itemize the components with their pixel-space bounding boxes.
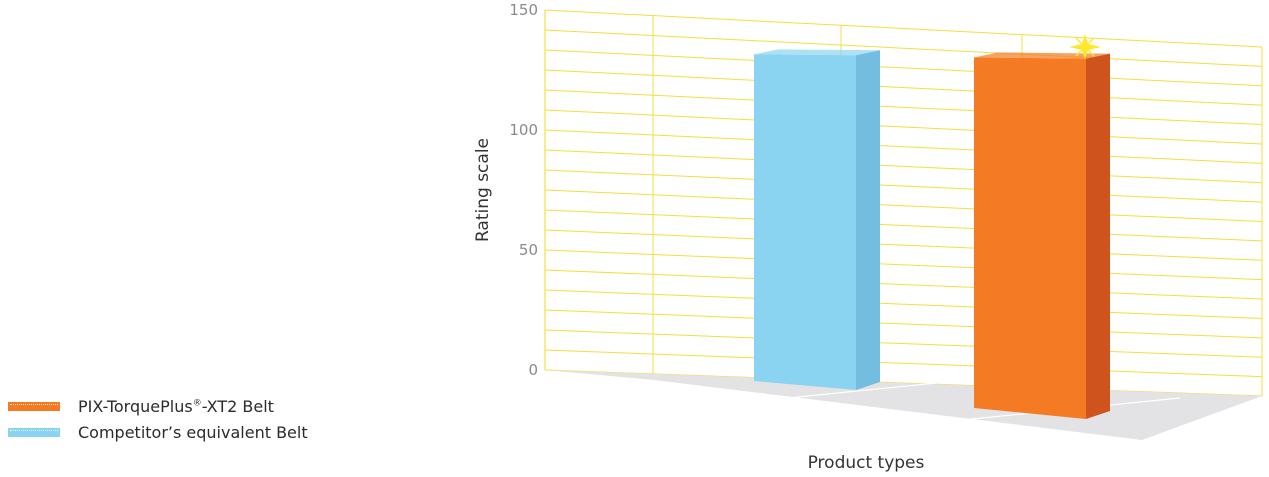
legend-label-pix: PIX-TorquePlus®-XT2 Belt <box>78 396 274 416</box>
grid-line <box>544 169 1263 203</box>
chart-grid <box>544 9 1263 397</box>
y-axis-label: Rating scale <box>473 138 493 242</box>
floor-plane <box>545 370 1262 440</box>
grid-line <box>544 309 1263 339</box>
y-tick-label: 0 <box>528 361 538 379</box>
grid-line <box>544 329 1263 358</box>
grid-line <box>544 149 1263 184</box>
bar-pix-torqueplus <box>974 52 1110 420</box>
legend-item-competitor: Competitor’s equivalent Belt <box>8 419 308 445</box>
grid-line <box>544 189 1263 222</box>
grid-line <box>544 289 1263 319</box>
grid-line <box>544 349 1263 378</box>
y-tick-label: 100 <box>509 121 538 139</box>
legend-swatch-competitor <box>8 427 60 437</box>
x-axis-label: Product types <box>808 453 925 473</box>
y-axis-ticks: 0 50 100 150 <box>509 1 538 379</box>
bar-competitor <box>754 49 880 391</box>
grid-line <box>544 9 1263 48</box>
bars <box>754 34 1110 420</box>
floor-divider <box>787 375 1007 399</box>
grid-line <box>544 29 1263 67</box>
grid-line <box>544 269 1263 300</box>
y-tick-label: 50 <box>519 241 538 259</box>
grid-line <box>544 249 1263 281</box>
grid-line <box>544 229 1263 261</box>
grid-line <box>544 69 1263 106</box>
legend: PIX-TorquePlus®-XT2 Belt Competitor’s eq… <box>8 393 308 445</box>
bar-competitor-front <box>754 54 856 391</box>
grid-line <box>544 129 1263 164</box>
grid-line <box>544 109 1263 145</box>
grid-line <box>544 209 1263 242</box>
legend-swatch-pix <box>8 401 60 411</box>
grid-line <box>544 89 1263 126</box>
bar-pix-torqueplus-front <box>974 57 1086 420</box>
bar-pix-torqueplus-top <box>974 52 1110 59</box>
sparkle-ray <box>1075 37 1095 57</box>
grid-line <box>544 49 1263 87</box>
sparkle-icon <box>1069 34 1101 60</box>
legend-item-pix: PIX-TorquePlus®-XT2 Belt <box>8 393 308 419</box>
legend-label-competitor: Competitor’s equivalent Belt <box>78 422 308 442</box>
y-tick-label: 150 <box>509 1 538 19</box>
bar-competitor-top <box>754 49 880 56</box>
bar-pix-torqueplus-side <box>1086 53 1110 420</box>
bar-competitor-side <box>856 50 880 391</box>
chart-floor <box>545 370 1262 440</box>
